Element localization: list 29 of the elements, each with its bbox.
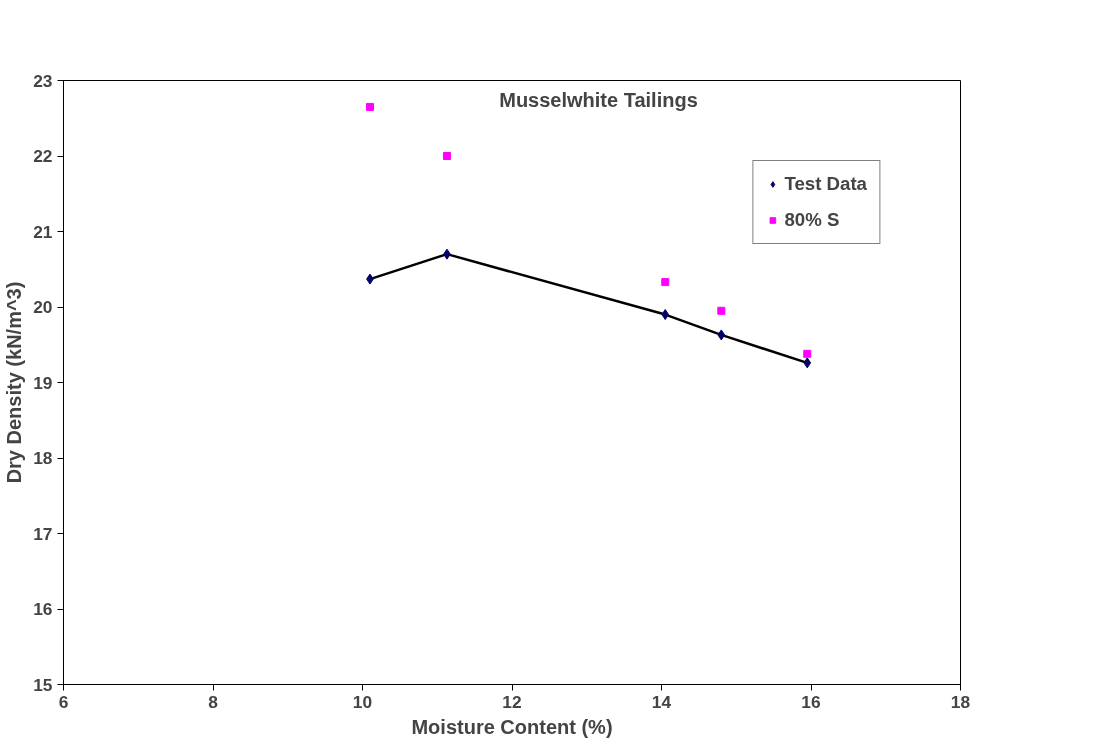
x-tick-label: 14 [651, 691, 672, 712]
y-tick-label: 21 [33, 221, 53, 242]
x-tick-label: 18 [950, 691, 971, 712]
point [365, 102, 374, 111]
point [717, 329, 726, 341]
x-tick-label: 16 [801, 691, 821, 712]
x-axis-title: Moisture Content (%) [411, 715, 613, 738]
x-tick-label: 6 [58, 691, 69, 712]
y-axis-title: Dry Density (kN/m^3) [3, 281, 26, 484]
x-tick-label: 10 [352, 691, 373, 712]
y-tick-label: 16 [33, 599, 53, 619]
y-tick-label: 18 [33, 448, 53, 468]
chart-title: Musselwhite Tailings [499, 88, 698, 111]
y-tick-label: 22 [33, 146, 53, 166]
point [442, 152, 451, 160]
legend-label: Test Data [784, 173, 867, 195]
y-tick-label: 20 [33, 297, 53, 317]
point [803, 349, 812, 358]
y-tick-label: 15 [33, 674, 53, 695]
y-tick-label: 23 [33, 70, 53, 91]
point [717, 306, 726, 315]
x-tick-label: 8 [208, 691, 219, 712]
legend-label: 80% S [784, 209, 840, 231]
y-tick-label: 17 [33, 523, 53, 544]
point [661, 278, 670, 287]
point [803, 357, 812, 369]
y-tick-label: 19 [33, 372, 53, 393]
x-tick-label: 12 [502, 691, 522, 712]
point [661, 309, 670, 321]
